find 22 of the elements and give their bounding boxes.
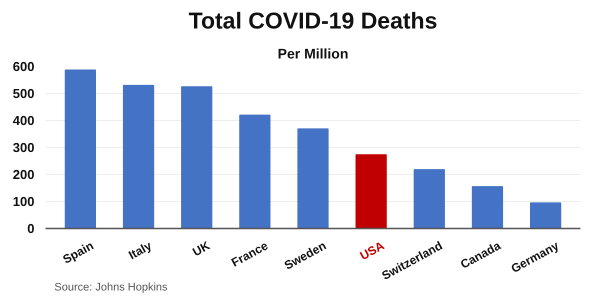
x-tick-label: UK [190,238,212,260]
chart-subtitle: Per Million [278,46,348,62]
bar [472,186,504,228]
bar [414,169,445,228]
chart-title: Total COVID-19 Deaths [188,8,438,34]
bar [530,202,562,228]
y-tick-label: 600 [12,59,35,74]
y-tick-label: 0 [27,221,35,236]
bar [239,114,270,228]
bar [64,70,96,228]
bar [181,86,212,228]
y-tick-label: 100 [12,194,35,209]
x-tick-label: Spain [60,238,96,266]
bar [356,154,387,228]
bar [122,84,154,228]
y-tick-label: 300 [12,140,35,155]
x-tick-label: Italy [126,238,154,262]
y-tick-label: 400 [12,113,35,128]
y-tick-label: 500 [12,86,35,101]
y-tick-label: 200 [12,167,35,182]
source-note: Source: Johns Hopkins [54,282,168,294]
bar [297,128,329,228]
